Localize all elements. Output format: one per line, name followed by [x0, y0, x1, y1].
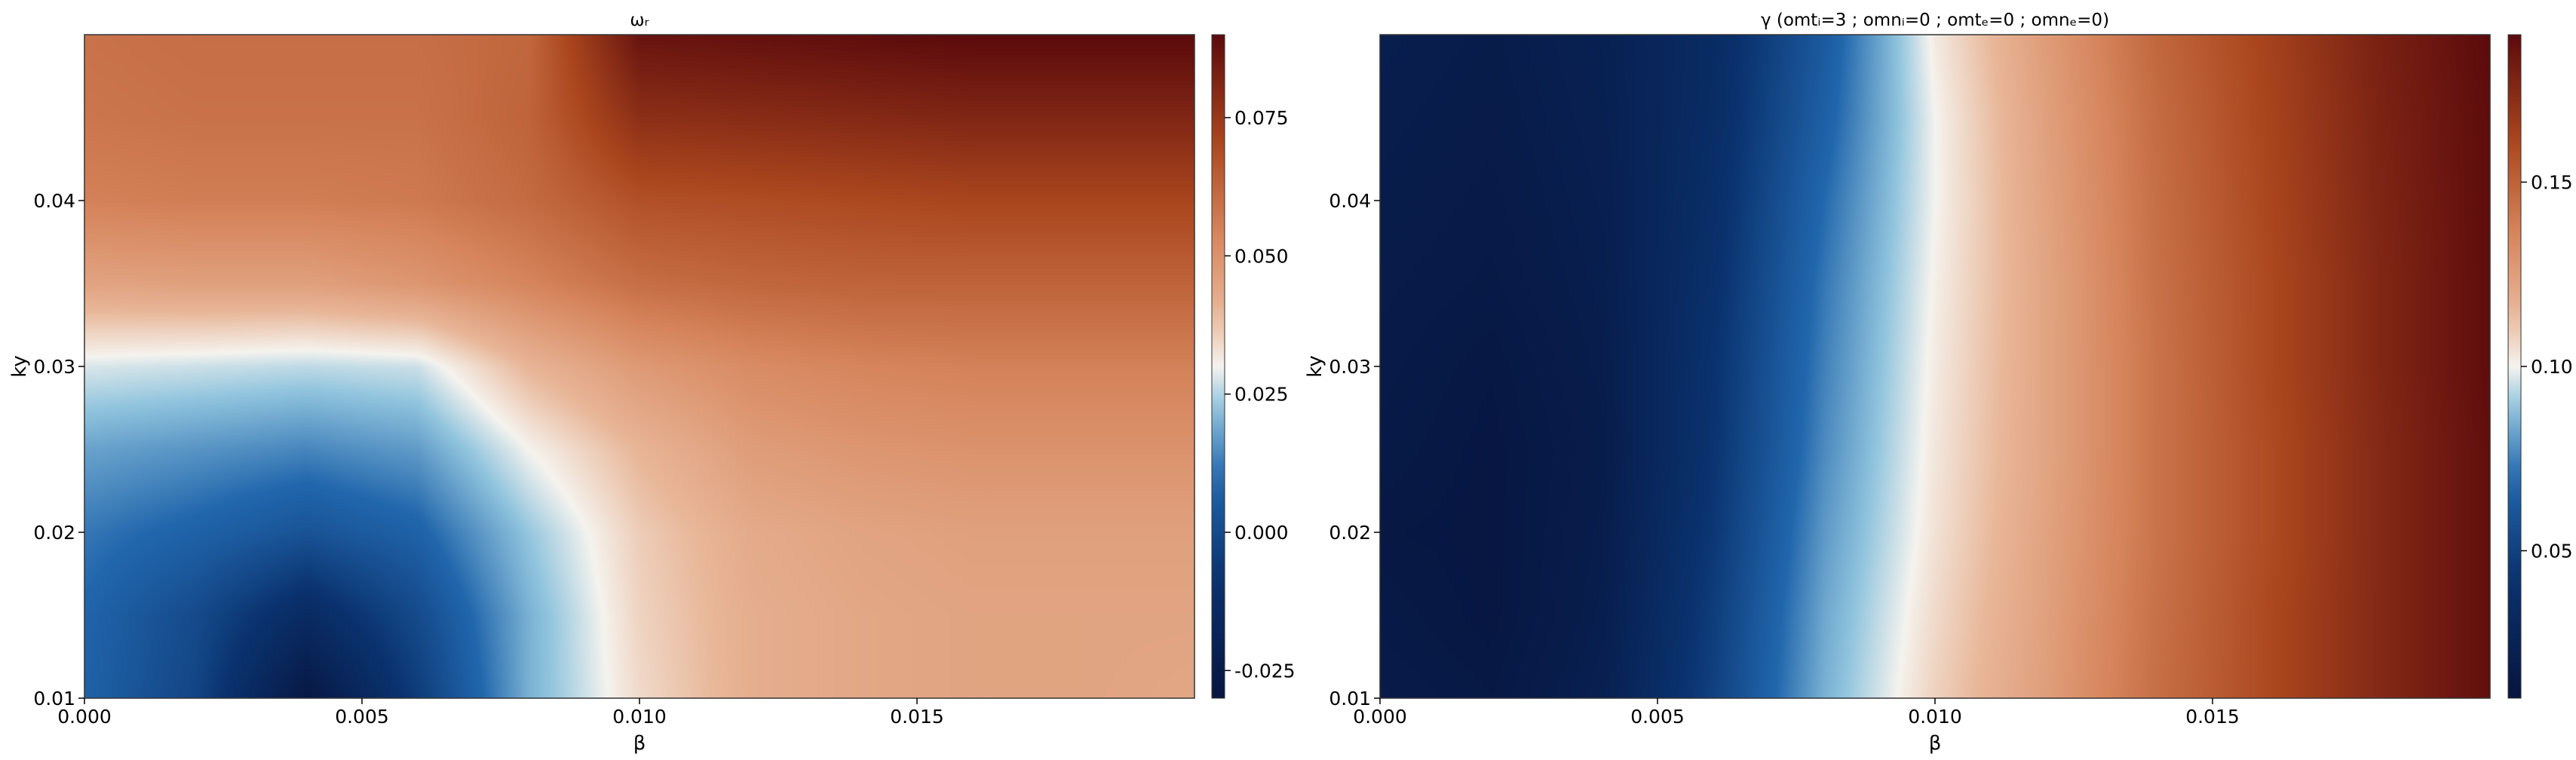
x-tick-label: 0.015: [890, 706, 944, 728]
y-tick-label: 0.03: [1329, 356, 1371, 378]
y-tick-label: 0.02: [33, 522, 75, 544]
heatmap-surface: [1380, 35, 2490, 698]
colorbar-tick-label: 0.15: [2531, 172, 2573, 194]
colorbar-tick-label: 0.075: [1234, 107, 1289, 129]
x-axis-label: β: [1929, 732, 1942, 755]
chart-title: γ (omtᵢ=3 ; omnᵢ=0 ; omtₑ=0 ; omnₑ=0): [1761, 11, 2109, 30]
heatmap-panel-1: ωᵣ 0.000 0.005 0.010 0.015 0.01 0.02 0.03 0.04 β k…: [8, 11, 1296, 755]
colorbar-gradient: [1211, 34, 1225, 699]
x-tick-label: 0.000: [1353, 706, 1407, 728]
heatmap-panel-2: γ (omtᵢ=3 ; omnᵢ=0 ; omtₑ=0 ; omnₑ=0) 0.0…: [1304, 11, 2573, 755]
y-tick-label: 0.04: [33, 190, 75, 212]
x-tick-label: 0.000: [57, 706, 112, 728]
colorbar-tick-label: 0.050: [1234, 245, 1289, 267]
colorbar-gradient: [2507, 34, 2522, 699]
y-tick-label: 0.03: [33, 356, 75, 378]
y-axis-label: ky: [1304, 355, 1326, 378]
colorbar-tick-label: 0.025: [1234, 384, 1289, 406]
y-tick-label: 0.01: [1329, 688, 1371, 709]
colorbar: -0.025 0.000 0.025 0.050 0.075: [1211, 34, 1296, 699]
y-tick-label: 0.01: [33, 688, 75, 709]
colorbar-tick-label: 0.000: [1234, 522, 1289, 544]
colorbar-tick-label: 0.05: [2531, 540, 2573, 562]
colorbar-tick-label: 0.10: [2531, 356, 2573, 378]
x-tick-label: 0.005: [1630, 706, 1685, 728]
x-axis-label: β: [633, 732, 646, 755]
heatmap-surface: [84, 35, 1194, 698]
y-tick-label: 0.02: [1329, 522, 1371, 544]
x-tick-label: 0.010: [612, 706, 667, 728]
colorbar-tick-label: -0.025: [1234, 660, 1296, 682]
x-tick-label: 0.005: [335, 706, 389, 728]
y-axis-label: ky: [8, 355, 31, 378]
x-tick-label: 0.010: [1908, 706, 1962, 728]
chart-title: ωᵣ: [630, 11, 649, 30]
y-tick-label: 0.04: [1329, 190, 1371, 212]
colorbar: 0.05 0.10 0.15: [2507, 34, 2573, 699]
x-tick-label: 0.015: [2185, 706, 2240, 728]
